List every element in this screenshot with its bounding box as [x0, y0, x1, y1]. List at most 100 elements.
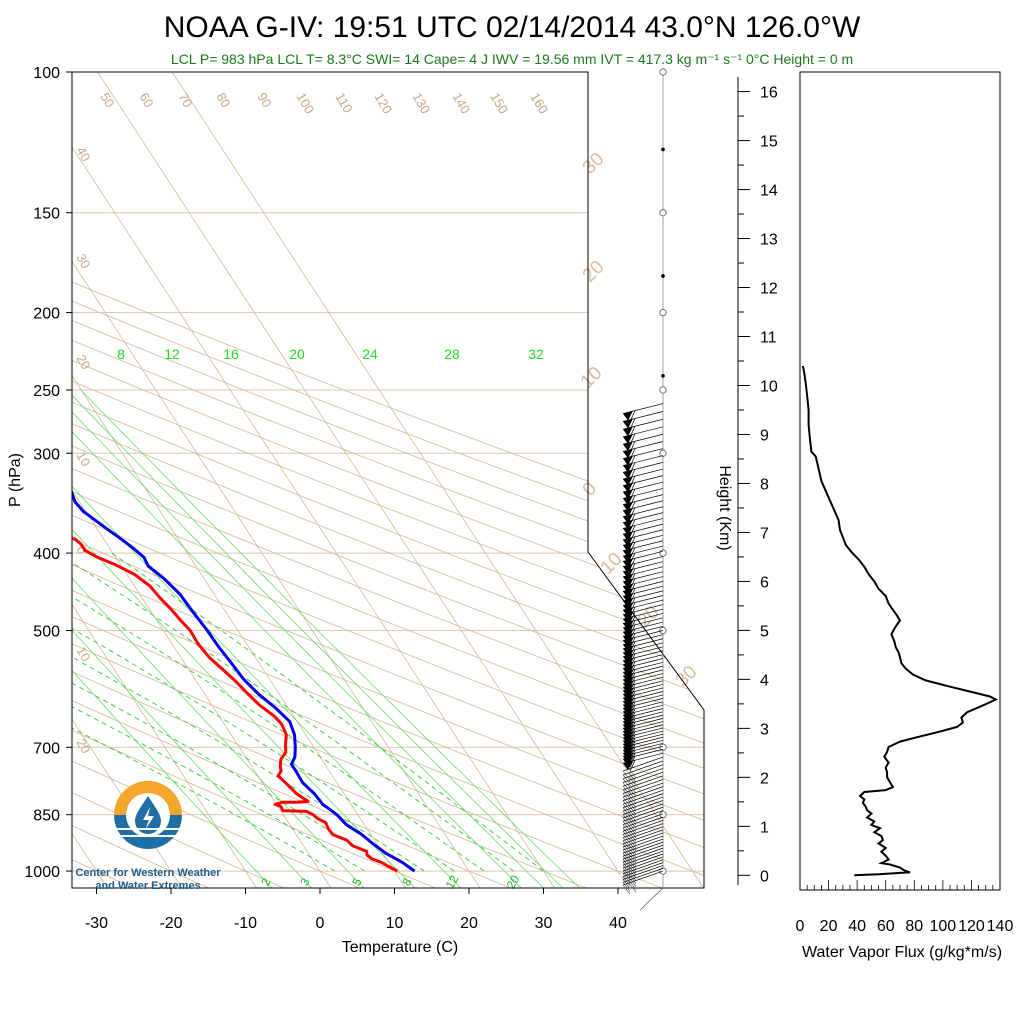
barb-flag — [623, 525, 633, 536]
height-tick-label: 11 — [760, 330, 777, 347]
y-tick-label: 700 — [33, 740, 60, 757]
barb-shaft — [622, 856, 664, 872]
barb-flag — [623, 448, 633, 459]
y-tick-label: 100 — [33, 65, 60, 82]
barb-shaft — [622, 810, 664, 825]
height-tick-label: 2 — [760, 770, 769, 787]
barb-shaft — [622, 850, 664, 866]
mixing-ratio-label-top: 8 — [117, 346, 125, 362]
barb-shaft — [622, 826, 664, 842]
flux-x-tick-label: 100 — [930, 918, 957, 935]
barb-calm-circle — [659, 308, 667, 317]
dry-adiabat — [72, 72, 704, 888]
skew-t-frame — [71, 71, 705, 889]
x-tick-label: 10 — [386, 915, 404, 932]
height-tick-label: 5 — [760, 623, 769, 640]
barb-flag — [623, 519, 633, 530]
flux-series-line — [801, 365, 998, 877]
dry-adiabat — [72, 72, 704, 888]
dry-adiabat — [72, 72, 704, 888]
flux-x-tick-label: 40 — [848, 918, 866, 935]
height-tick-label: 10 — [760, 378, 778, 395]
dry-adiabat — [72, 72, 704, 888]
barb-feather — [628, 791, 637, 801]
dry-adiabat — [72, 72, 436, 888]
barb-shaft — [622, 793, 664, 808]
barb-shaft — [622, 844, 664, 860]
x-tick-label: 40 — [609, 915, 627, 932]
height-tick-label: 0 — [760, 868, 769, 885]
moist-adiabat — [72, 552, 425, 872]
isotherm-label-top: 100 — [293, 90, 317, 116]
height-tick-label: 1 — [760, 819, 769, 836]
height-tick-label: 3 — [760, 721, 769, 738]
mixing-ratio-label-top: 32 — [528, 346, 544, 362]
chart-subtitle: LCL P= 983 hPa LCL T= 8.3°C SWI= 14 Cape… — [171, 51, 853, 67]
isotherm-label-right: 30 — [579, 149, 609, 179]
logo-line2: and Water Extremes — [95, 880, 200, 892]
barb-shaft — [622, 853, 664, 869]
barb-flag — [623, 588, 633, 599]
isotherm-label-right: 10 — [597, 549, 627, 579]
barb-flag — [623, 531, 633, 542]
barb-point — [661, 274, 665, 278]
dry-adiabat — [72, 72, 704, 888]
barb-feather — [622, 793, 631, 803]
flux-x-tick-label: 20 — [820, 918, 838, 935]
dry-adiabat — [72, 72, 704, 888]
barb-feather — [628, 780, 637, 790]
barb-flag — [623, 649, 633, 660]
height-tick-label: 12 — [760, 281, 778, 298]
isotherm-label-left: 10 — [73, 449, 93, 469]
barb-feather — [629, 615, 636, 628]
barb-shaft — [622, 782, 664, 798]
y-tick-label: 200 — [33, 306, 60, 323]
barb-flag — [623, 563, 633, 574]
barb-shaft — [622, 847, 664, 863]
mixing-ratio-line — [72, 389, 544, 888]
barb-point — [661, 147, 665, 152]
barb-shaft — [622, 838, 664, 854]
dry-adiabat — [72, 72, 704, 888]
barb-calm-circle — [659, 449, 667, 457]
barb-flag — [623, 653, 633, 664]
isotherm-label-right: 20 — [579, 257, 609, 287]
dry-adiabat — [72, 72, 704, 888]
isotherm-label-top: 70 — [175, 90, 195, 110]
barb-calm-circle — [659, 209, 667, 217]
barb-flag — [623, 583, 633, 594]
dry-adiabat — [72, 72, 587, 888]
height-tick-label: 14 — [760, 183, 778, 200]
flux-x-tick-label: 80 — [905, 918, 923, 935]
barb-flag — [623, 573, 633, 584]
barb-flag — [623, 489, 633, 500]
mixing-ratio-line — [72, 389, 461, 888]
moist-adiabat — [72, 552, 514, 872]
skew-t-line-labels: 50 60 70 80 90 100 110 120 130 140 150 160403020100… — [73, 90, 701, 891]
barb-flag — [623, 482, 633, 493]
barb-flag — [623, 501, 633, 512]
barb-feather — [628, 882, 637, 893]
barb-flag — [623, 433, 633, 444]
height-tick-label: 16 — [760, 85, 778, 102]
barb-shaft — [622, 823, 664, 838]
barb-shaft — [622, 820, 664, 835]
barb-shaft — [622, 771, 664, 787]
barb-flag — [623, 495, 633, 506]
dry-adiabat — [72, 72, 704, 888]
barb-feather — [628, 768, 637, 779]
barb-flag — [623, 669, 633, 680]
barb-shaft — [622, 862, 664, 877]
dry-adiabat — [72, 72, 285, 888]
barb-feather — [622, 782, 631, 792]
isotherm — [72, 72, 555, 888]
skew-t-series — [72, 388, 416, 873]
barb-feather — [622, 882, 631, 892]
isotherm-label-top: 110 — [332, 90, 355, 115]
isotherm-label-top: 150 — [487, 90, 511, 116]
barb-flag — [623, 760, 633, 771]
barb-calm-circle — [659, 386, 667, 394]
height-tick-label: 4 — [760, 672, 769, 689]
logo-line1: Center for Western Weather — [75, 867, 221, 879]
